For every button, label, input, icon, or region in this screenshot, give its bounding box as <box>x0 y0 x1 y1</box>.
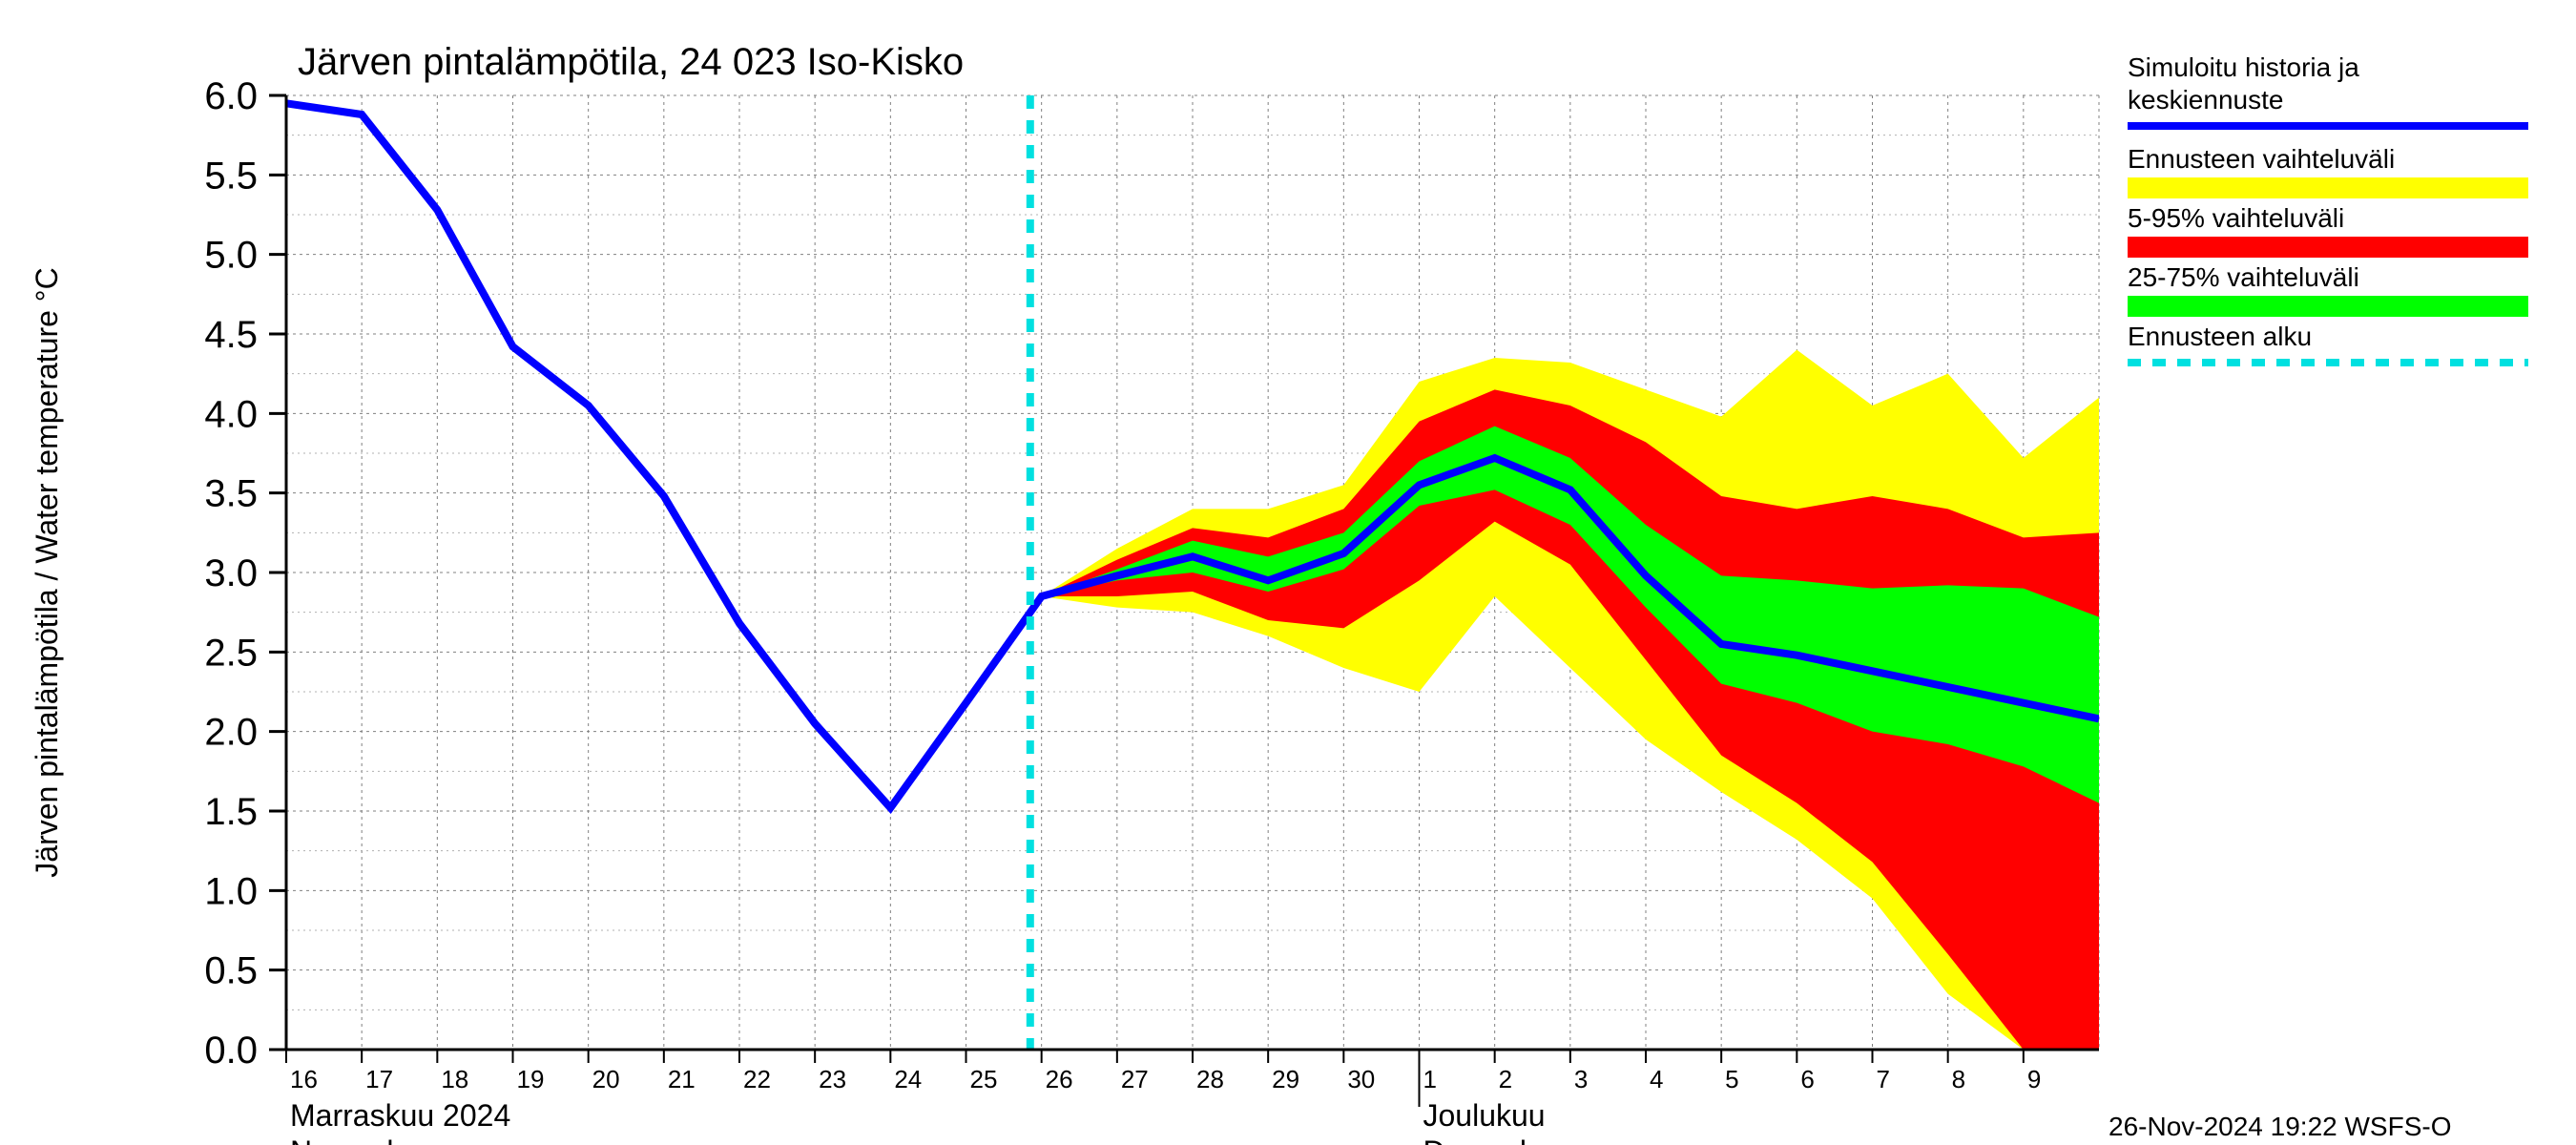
month1-en: November <box>290 1135 431 1145</box>
footer-timestamp: 26-Nov-2024 19:22 WSFS-O <box>2109 1112 2452 1141</box>
x-tick-label: 20 <box>592 1065 620 1093</box>
legend-swatch-full <box>2128 177 2528 198</box>
x-tick-label: 1 <box>1423 1065 1437 1093</box>
x-tick-label: 26 <box>1046 1065 1073 1093</box>
y-tick-label: 0.5 <box>204 950 258 992</box>
x-tick-label: 28 <box>1196 1065 1224 1093</box>
x-tick-label: 27 <box>1121 1065 1149 1093</box>
x-tick-label: 30 <box>1347 1065 1375 1093</box>
month2-fi: Joulukuu <box>1423 1098 1546 1133</box>
legend-label-median: Simuloitu historia ja <box>2128 52 2359 82</box>
x-tick-label: 2 <box>1499 1065 1512 1093</box>
x-tick-label: 23 <box>819 1065 846 1093</box>
water-temperature-chart: Järven pintalämpötila, 24 023 Iso-Kisko … <box>0 0 2576 1145</box>
y-axis-label: Järven pintalämpötila / Water temperatur… <box>30 267 64 877</box>
y-tick-label: 2.0 <box>204 712 258 754</box>
chart-title: Järven pintalämpötila, 24 023 Iso-Kisko <box>298 41 964 83</box>
month2-en: December <box>1423 1135 1565 1145</box>
x-tick-label: 7 <box>1877 1065 1890 1093</box>
legend-label-full: Ennusteen vaihteluväli <box>2128 144 2395 174</box>
x-tick-label: 16 <box>290 1065 318 1093</box>
x-tick-label: 5 <box>1725 1065 1738 1093</box>
legend-label-median-2: keskiennuste <box>2128 85 2283 114</box>
legend-swatch-p2575 <box>2128 296 2528 317</box>
y-tick-label: 1.0 <box>204 870 258 912</box>
y-tick-label: 5.5 <box>204 155 258 197</box>
x-tick-label: 8 <box>1952 1065 1965 1093</box>
x-tick-label: 24 <box>894 1065 922 1093</box>
y-tick-label: 3.5 <box>204 473 258 515</box>
y-tick-label: 4.0 <box>204 393 258 435</box>
month1-fi: Marraskuu 2024 <box>290 1098 510 1133</box>
x-tick-label: 18 <box>441 1065 468 1093</box>
y-tick-label: 1.5 <box>204 791 258 833</box>
legend-swatch-p0595 <box>2128 237 2528 258</box>
y-tick-label: 0.0 <box>204 1030 258 1072</box>
x-tick-label: 3 <box>1574 1065 1588 1093</box>
x-tick-label: 25 <box>970 1065 998 1093</box>
legend-label-p0595: 5-95% vaihteluväli <box>2128 203 2344 233</box>
y-tick-label: 5.0 <box>204 235 258 277</box>
x-tick-label: 4 <box>1650 1065 1663 1093</box>
y-tick-label: 2.5 <box>204 632 258 674</box>
legend-label-fstart: Ennusteen alku <box>2128 322 2312 351</box>
x-tick-label: 19 <box>517 1065 545 1093</box>
x-tick-label: 22 <box>743 1065 771 1093</box>
y-tick-label: 3.0 <box>204 552 258 594</box>
y-tick-label: 6.0 <box>204 75 258 117</box>
x-tick-label: 21 <box>668 1065 696 1093</box>
x-tick-label: 6 <box>1800 1065 1814 1093</box>
y-tick-label: 4.5 <box>204 314 258 356</box>
legend-label-p2575: 25-75% vaihteluväli <box>2128 262 2359 292</box>
x-tick-label: 9 <box>2027 1065 2041 1093</box>
x-tick-label: 17 <box>365 1065 393 1093</box>
x-tick-label: 29 <box>1272 1065 1299 1093</box>
